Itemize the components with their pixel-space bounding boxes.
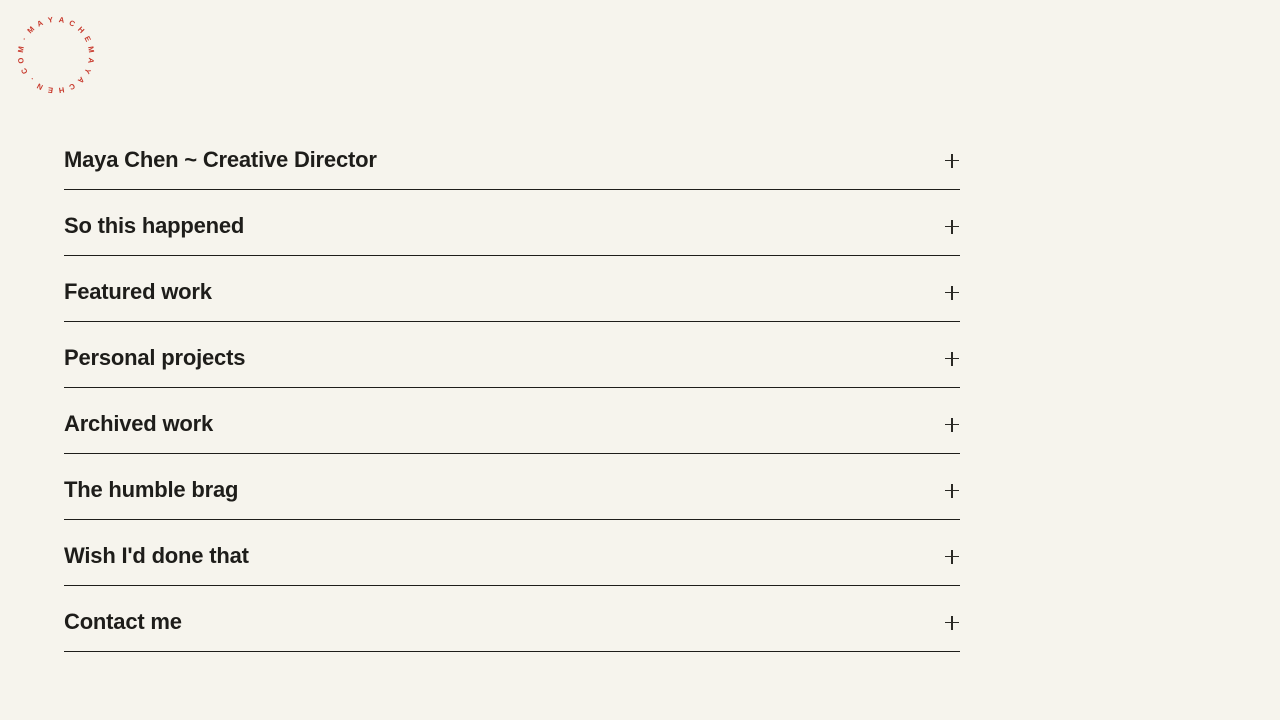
plus-icon[interactable] (945, 285, 959, 300)
accordion-item-featured-work[interactable]: Featured work (64, 256, 960, 322)
accordion-item-label: So this happened (64, 213, 245, 239)
plus-icon[interactable] (945, 153, 959, 168)
accordion-item-label: Featured work (64, 279, 212, 305)
accordion-item-label: Maya Chen ~ Creative Director (64, 147, 377, 173)
accordion-item-wish-id-done-that[interactable]: Wish I'd done that (64, 520, 960, 586)
plus-icon[interactable] (945, 615, 959, 630)
accordion-item-archived-work[interactable]: Archived work (64, 388, 960, 454)
accordion-item-label: Contact me (64, 609, 182, 635)
accordion-item-label: Archived work (64, 411, 214, 437)
plus-icon[interactable] (945, 351, 959, 366)
accordion-item-the-humble-brag[interactable]: The humble brag (64, 454, 960, 520)
accordion-item-label: Wish I'd done that (64, 543, 249, 569)
accordion-item-label: The humble brag (64, 477, 239, 503)
accordion-item-contact-me[interactable]: Contact me (64, 586, 960, 652)
accordion-item-intro[interactable]: Maya Chen ~ Creative Director (64, 124, 960, 190)
plus-icon[interactable] (945, 549, 959, 564)
plus-icon[interactable] (945, 417, 959, 432)
plus-icon[interactable] (945, 219, 959, 234)
accordion-item-personal-projects[interactable]: Personal projects (64, 322, 960, 388)
circular-logo-badge[interactable]: M A Y A C H E M A Y A C H E N. C O M · (15, 15, 97, 95)
accordion-item-so-this-happened[interactable]: So this happened (64, 190, 960, 256)
plus-icon[interactable] (945, 483, 959, 498)
accordion-item-label: Personal projects (64, 345, 246, 371)
accordion-menu: Maya Chen ~ Creative Director So this ha… (64, 124, 960, 652)
